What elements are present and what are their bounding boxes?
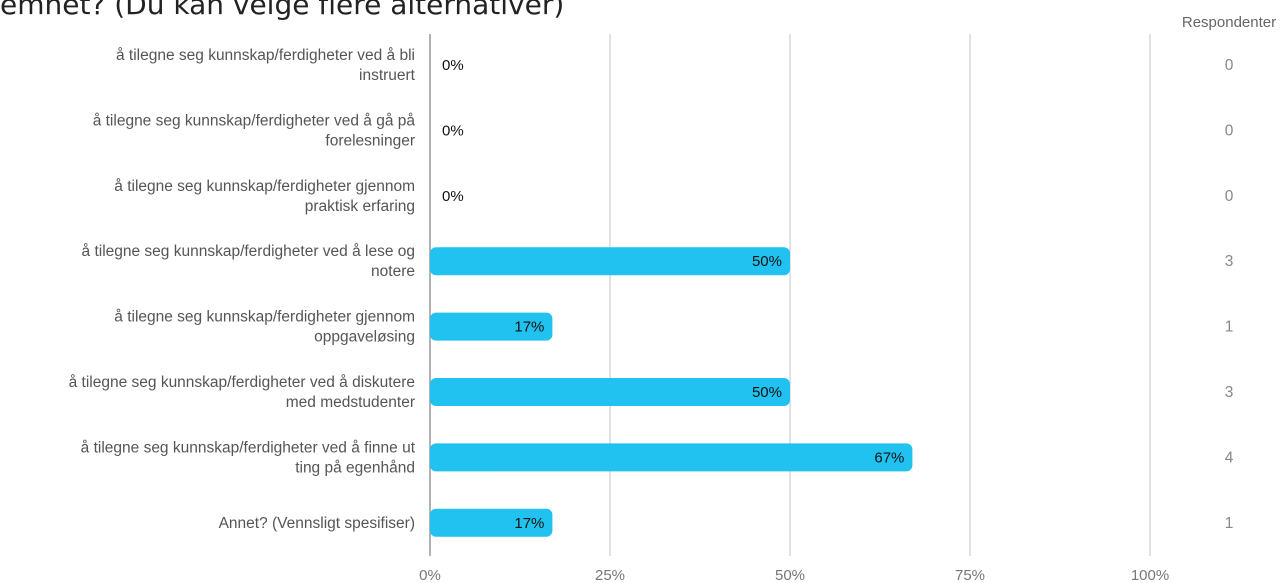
respondent-count: 0: [1225, 57, 1234, 74]
chart-title: emnet? (Du kan velge flere alternativer): [0, 0, 565, 21]
category-label: å tilegne seg kunnskap/ferdigheter gjenn…: [114, 309, 415, 346]
bar: [430, 312, 553, 341]
bar: [430, 508, 553, 537]
category-label: Annet? (Vennsligt spesifiser): [219, 515, 415, 532]
respondent-count: 1: [1225, 515, 1234, 532]
bar-value-label: 17%: [514, 515, 544, 532]
category-label: å tilegne seg kunnskap/ferdigheter ved å…: [93, 112, 416, 149]
respondent-count: 0: [1225, 122, 1234, 139]
bar-value-label: 0%: [442, 188, 464, 205]
x-tick-label: 50%: [775, 567, 805, 583]
category-label: å tilegne seg kunnskap/ferdigheter ved å…: [116, 47, 416, 84]
respondent-count: 0: [1225, 188, 1234, 205]
category-label: å tilegne seg kunnskap/ferdigheter gjenn…: [114, 178, 415, 215]
respondent-count: 3: [1225, 384, 1234, 401]
x-tick-label: 0%: [419, 567, 441, 583]
bar-value-label: 50%: [752, 253, 782, 270]
bar-value-label: 50%: [752, 384, 782, 401]
respondent-count: 4: [1225, 449, 1234, 466]
category-label: å tilegne seg kunnskap/ferdigheter ved å…: [81, 439, 416, 476]
x-tick-label: 75%: [955, 567, 985, 583]
bar: [430, 247, 790, 276]
x-tick-label: 25%: [595, 567, 625, 583]
bar-value-label: 0%: [442, 122, 464, 139]
bar-value-label: 17%: [514, 319, 544, 336]
bar: [430, 378, 790, 406]
x-tick-label: 100%: [1131, 567, 1169, 583]
category-label: å tilegne seg kunnskap/ferdigheter ved å…: [82, 243, 415, 280]
category-label: å tilegne seg kunnskap/ferdigheter ved å…: [69, 374, 415, 411]
respondent-count: 3: [1225, 253, 1234, 270]
bar-value-label: 0%: [442, 57, 464, 74]
bar-value-label: 67%: [874, 449, 904, 466]
respondent-count: 1: [1225, 319, 1234, 336]
respondents-header: Respondenter: [1182, 14, 1276, 31]
bar: [430, 443, 913, 472]
